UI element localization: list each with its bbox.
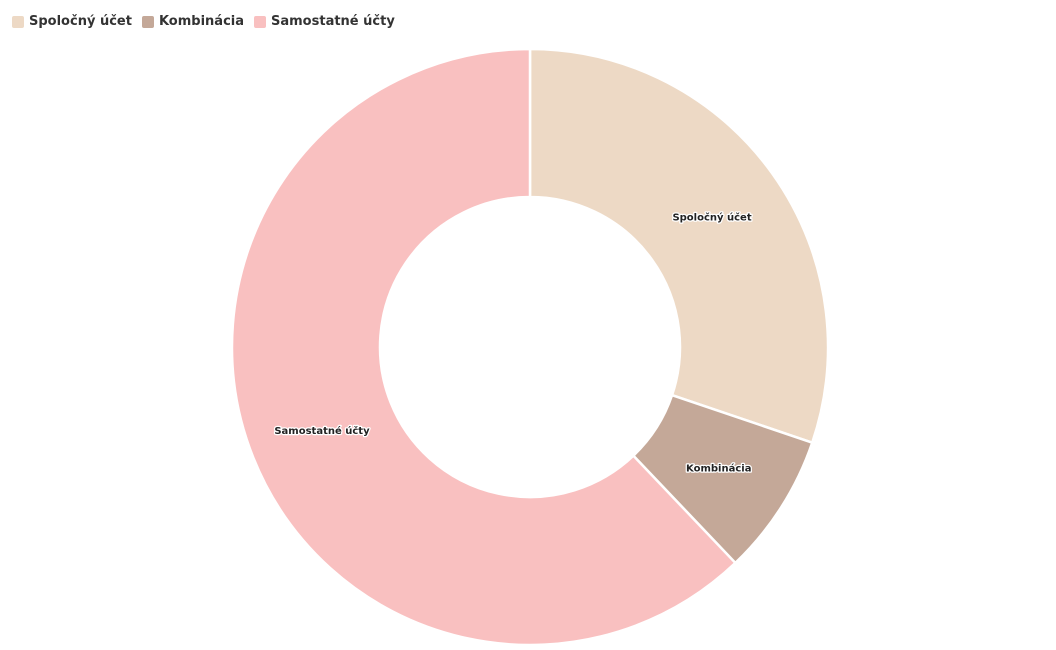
legend-label: Spoločný účet	[29, 14, 132, 29]
slice-label: Kombinácia	[686, 463, 751, 475]
legend-swatch	[141, 15, 154, 28]
legend-item[interactable]: Spoločný účet	[12, 14, 132, 29]
legend-swatch	[254, 15, 266, 28]
slice-label: Spoločný účet	[672, 211, 751, 223]
donut-slice[interactable]	[230, 47, 738, 647]
legend-item[interactable]: Kombinácia	[141, 14, 244, 29]
legend-item[interactable]: Samostatné účty	[254, 14, 395, 29]
chart-legend: Spoločný účet Kombinácia Samostatné účty	[12, 14, 395, 29]
legend-label: Kombinácia	[158, 14, 244, 29]
legend-label: Samostatné účty	[271, 14, 395, 29]
donut-slice[interactable]	[528, 47, 830, 445]
legend-swatch	[12, 15, 24, 28]
slice-label: Samostatné účty	[274, 425, 370, 437]
